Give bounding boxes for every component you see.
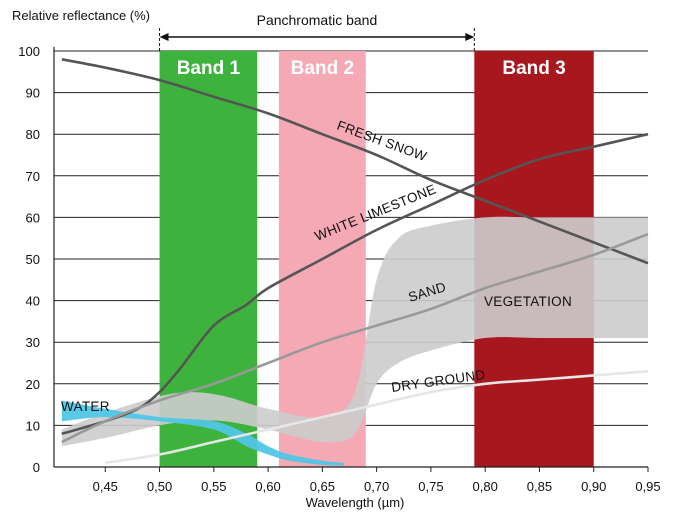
band-3-label: Band 3: [502, 58, 565, 79]
y-tick-label-30: 30: [26, 335, 40, 350]
y-tick-label-20: 20: [26, 377, 40, 392]
area-vegetation: [61, 216, 648, 447]
pan-arrow-right-head: [465, 33, 475, 41]
x-tick-label-10: 0,95: [635, 479, 660, 494]
y-axis-label: Relative reflectance (%): [12, 8, 150, 23]
band-1-label: Band 1: [177, 58, 241, 79]
x-tick-label-7: 0,80: [473, 479, 498, 494]
series-label-water: WATER: [61, 399, 110, 414]
y-tick-label-0: 0: [33, 460, 40, 475]
line-series: [61, 58, 649, 465]
axes: 0 10 20 30 40 50 60 70 80 90 100 0,45 0,50 0,55 0,60 0,…: [18, 12, 660, 494]
x-tick-label-5: 0,70: [364, 479, 389, 494]
x-tick-label-0: 0,45: [93, 479, 118, 494]
line-sand: [61, 232, 649, 444]
y-tick-label-100: 100: [18, 44, 40, 59]
band-2-label: Band 2: [291, 58, 354, 79]
y-tick-label-40: 40: [26, 294, 40, 309]
y-tick-label-70: 70: [26, 169, 40, 184]
x-tick-label-9: 0,90: [581, 479, 606, 494]
line-fresh-snow: [61, 58, 649, 265]
area-water: [61, 400, 345, 466]
y-tick-label-90: 90: [26, 86, 40, 101]
x-tick-label-1: 0,50: [147, 479, 172, 494]
y-tick-label-10: 10: [26, 418, 40, 433]
pan-arrow-left-head: [159, 33, 169, 41]
line-dry-ground: [105, 370, 649, 465]
y-tick-label-60: 60: [26, 210, 40, 225]
x-tick-label-2: 0,55: [201, 479, 226, 494]
series-label-vegetation: VEGETATION: [484, 294, 572, 309]
area-series: [61, 216, 648, 466]
x-tick-label-8: 0,85: [527, 479, 552, 494]
panchromatic-label: Panchromatic band: [257, 12, 378, 28]
x-axis-label: Wavelength (µm): [306, 495, 405, 510]
x-tick-label-4: 0,65: [310, 479, 335, 494]
y-tick-label-80: 80: [26, 127, 40, 142]
x-tick-label-3: 0,60: [255, 479, 280, 494]
x-tick-label-6: 0,75: [418, 479, 443, 494]
y-tick-label-50: 50: [26, 252, 40, 267]
